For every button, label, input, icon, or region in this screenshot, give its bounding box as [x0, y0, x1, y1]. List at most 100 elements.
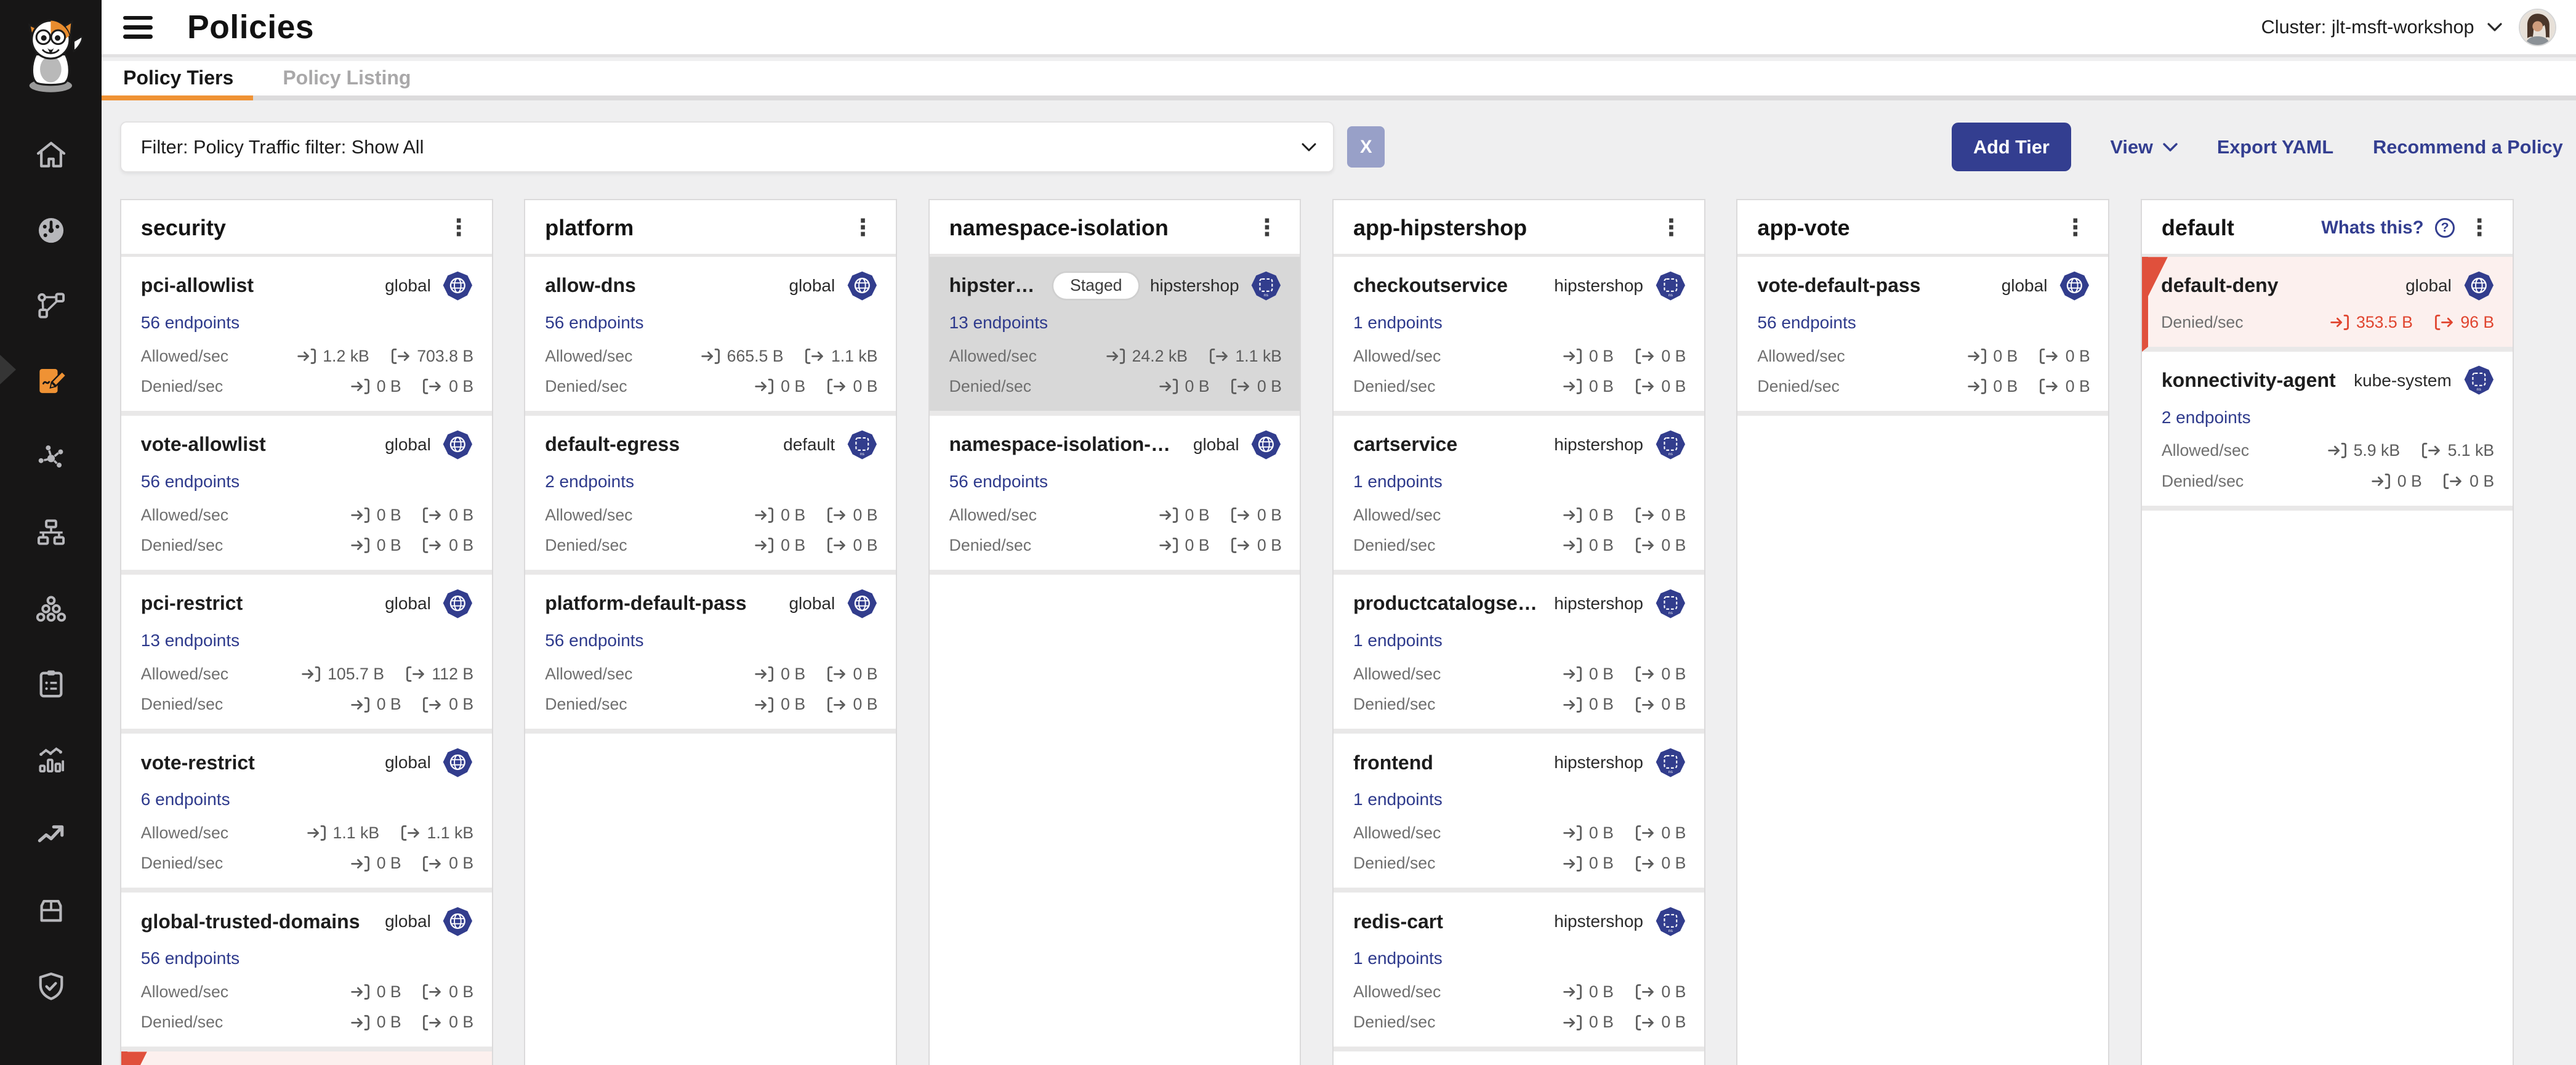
policy-card-header: namespace-isolation-default-p… global [949, 429, 1282, 461]
view-menu-button[interactable]: View [2111, 136, 2178, 158]
policy-card-pci-allowlist[interactable]: pci-allowlist global 56 endpoints Allowe… [121, 257, 492, 416]
inbound-value: 0 B [377, 695, 401, 714]
policy-card-cartservice[interactable]: cartservice hipstershop ns 1 endpoints A… [1334, 416, 1704, 575]
tier-kebab-menu-icon[interactable]: ⋮ [2466, 216, 2493, 239]
namespace-scope-icon: ns [1655, 429, 1686, 461]
tier-header: namespace-isolation ⋮ [930, 200, 1300, 257]
sidebar-item-network-sets[interactable] [0, 495, 102, 570]
sidebar-item-image-assurance[interactable] [0, 873, 102, 949]
endpoints-link[interactable]: 1 endpoints [1353, 313, 1443, 333]
user-avatar[interactable] [2519, 9, 2556, 46]
sidebar-item-threat-defense[interactable] [0, 949, 102, 1024]
inbound-metric: 0 B [1563, 665, 1614, 684]
outbound-value: 0 B [1661, 824, 1686, 843]
policy-card-default-egress[interactable]: default-egress default ns 2 endpoints Al… [525, 416, 896, 575]
policy-card-namespace-isolation-default-p[interactable]: namespace-isolation-default-p… global 56… [930, 416, 1300, 575]
clear-filter-button[interactable]: X [1347, 126, 1385, 168]
metric-label: Allowed/sec [545, 347, 701, 366]
outbound-arrow-icon [422, 984, 442, 1000]
endpoints-link[interactable]: 56 endpoints [141, 313, 239, 333]
endpoints-link[interactable]: 56 endpoints [545, 313, 643, 333]
cluster-selector[interactable]: Cluster: jlt-msft-workshop [2261, 16, 2502, 38]
endpoints-link[interactable]: 56 endpoints [141, 949, 239, 968]
sidebar-item-activity-stats[interactable] [0, 721, 102, 797]
calico-cat-logo[interactable] [13, 12, 89, 94]
policy-name: pci-restrict [141, 592, 374, 615]
metric-label: Allowed/sec [141, 982, 350, 1002]
tier-column-security: security ⋮ pci-allowlist global [120, 199, 493, 1065]
tier-kebab-menu-icon[interactable]: ⋮ [2062, 216, 2088, 239]
policy-card-checkoutservice[interactable]: checkoutservice hipstershop ns 1 endpoin… [1334, 257, 1704, 416]
whats-this-link[interactable]: Whats this? [2321, 217, 2423, 238]
tab-policy-tiers[interactable]: Policy Tiers [123, 61, 233, 95]
policy-card-allow-dns[interactable]: allow-dns global 56 endpoints Allowed/se… [525, 257, 896, 416]
policy-card-pci-restrict[interactable]: pci-restrict global 13 endpoints Allowed… [121, 575, 492, 734]
endpoints-link[interactable]: 1 endpoints [1353, 949, 1443, 968]
policy-traffic-filter-select[interactable]: Filter: Policy Traffic filter: Show All [120, 121, 1334, 172]
help-question-icon[interactable]: ? [2435, 218, 2455, 238]
policy-card-vote-default-pass[interactable]: vote-default-pass global 56 endpoints Al… [1737, 257, 2108, 416]
metric-label: Denied/sec [141, 1013, 350, 1032]
policy-card-redis-cart[interactable]: redis-cart hipstershop ns 1 endpoints Al… [1334, 893, 1704, 1051]
metric-label: Denied/sec [141, 377, 350, 396]
sidebar-item-flow-visualizations[interactable] [0, 419, 102, 495]
policy-card-default-deny[interactable]: default-deny global Denied/sec 35 [2142, 257, 2513, 352]
outbound-metric: 0 B [1231, 506, 1282, 525]
toolbar-actions: Add Tier View Export YAML Recommend a Po… [1952, 121, 2562, 172]
hamburger-menu-icon[interactable] [123, 16, 153, 39]
inbound-value: 0 B [1589, 982, 1614, 1002]
endpoints-link[interactable]: 2 endpoints [2162, 408, 2251, 427]
policy-card-hipstershop-gh[interactable]: hipstershop-gh… Staged hipstershop ns 13… [930, 257, 1300, 416]
inbound-arrow-icon [1159, 378, 1178, 395]
metric-row: Denied/sec 0 B 0 B [141, 854, 473, 873]
sidebar-item-managed-clusters[interactable] [0, 570, 102, 646]
metric-row: Allowed/sec 5.9 kB 5.1 kB [2162, 441, 2494, 460]
endpoints-link[interactable]: 56 endpoints [1757, 313, 1856, 333]
outbound-arrow-icon [406, 666, 425, 682]
endpoints-link[interactable]: 56 endpoints [545, 631, 643, 650]
sidebar-item-dashboard[interactable] [0, 192, 102, 268]
inbound-metric: 0 B [1563, 536, 1614, 555]
tier-kebab-menu-icon[interactable]: ⋮ [1658, 216, 1684, 239]
endpoints-link[interactable]: 2 endpoints [545, 472, 634, 492]
metric-label: Denied/sec [1353, 1013, 1563, 1032]
policy-name: platform-default-pass [545, 592, 778, 615]
tier-kebab-menu-icon[interactable]: ⋮ [446, 216, 472, 239]
endpoints-link[interactable]: 1 endpoints [1353, 631, 1443, 650]
policy-scope-label: global [385, 912, 431, 931]
policy-card-emailservice[interactable]: emailservice hipstershop ns 1 endpoints … [1334, 1051, 1704, 1065]
add-tier-button[interactable]: Add Tier [1952, 123, 2071, 171]
export-yaml-button[interactable]: Export YAML [2217, 136, 2333, 158]
policy-card-platform-default-pass[interactable]: platform-default-pass global 56 endpoint… [525, 575, 896, 734]
sidebar-item-policies[interactable] [0, 344, 102, 419]
policy-card-frontend[interactable]: frontend hipstershop ns 1 endpoints Allo… [1334, 734, 1704, 893]
policy-card-vote-restrict[interactable]: vote-restrict global 6 endpoints Allowed… [121, 734, 492, 893]
content-area: Filter: Policy Traffic filter: Show All … [102, 105, 2576, 1065]
endpoints-link[interactable]: 6 endpoints [141, 790, 230, 809]
endpoints-link[interactable]: 13 endpoints [141, 631, 239, 650]
inbound-metric: 0 B [1159, 506, 1210, 525]
sidebar-item-compliance-reports[interactable] [0, 646, 102, 722]
endpoints-link[interactable]: 1 endpoints [1353, 790, 1443, 809]
outbound-metric: 1.1 kB [1209, 347, 1282, 366]
tab-policy-listing[interactable]: Policy Listing [283, 61, 411, 95]
endpoints-link[interactable]: 1 endpoints [1353, 472, 1443, 492]
policy-card-header: checkoutservice hipstershop ns [1353, 270, 1686, 302]
sidebar-item-home[interactable] [0, 116, 102, 192]
tier-kebab-menu-icon[interactable]: ⋮ [1254, 216, 1281, 239]
policy-card-quarantine[interactable]: quarantine global 0 endpoints [121, 1051, 492, 1065]
sidebar-item-threat-trends[interactable] [0, 797, 102, 873]
policy-card-productcatalogservice[interactable]: productcatalogservice hipstershop ns 1 e… [1334, 575, 1704, 734]
tier-kebab-menu-icon[interactable]: ⋮ [850, 216, 876, 239]
recommend-policy-button[interactable]: Recommend a Policy [2373, 136, 2563, 158]
policy-card-konnectivity-agent[interactable]: konnectivity-agent kube-system ns 2 endp… [2142, 352, 2513, 511]
endpoints-link[interactable]: 56 endpoints [949, 472, 1048, 492]
outbound-value: 0 B [1661, 982, 1686, 1002]
policy-name: redis-cart [1353, 910, 1543, 933]
policy-card-vote-allowlist[interactable]: vote-allowlist global 56 endpoints Allow… [121, 416, 492, 575]
policy-card-global-trusted-domains[interactable]: global-trusted-domains global 56 endpoin… [121, 893, 492, 1051]
endpoints-link[interactable]: 56 endpoints [141, 472, 239, 492]
endpoints-link[interactable]: 13 endpoints [949, 313, 1048, 333]
global-scope-icon [442, 429, 473, 461]
sidebar-item-service-graph[interactable] [0, 268, 102, 344]
